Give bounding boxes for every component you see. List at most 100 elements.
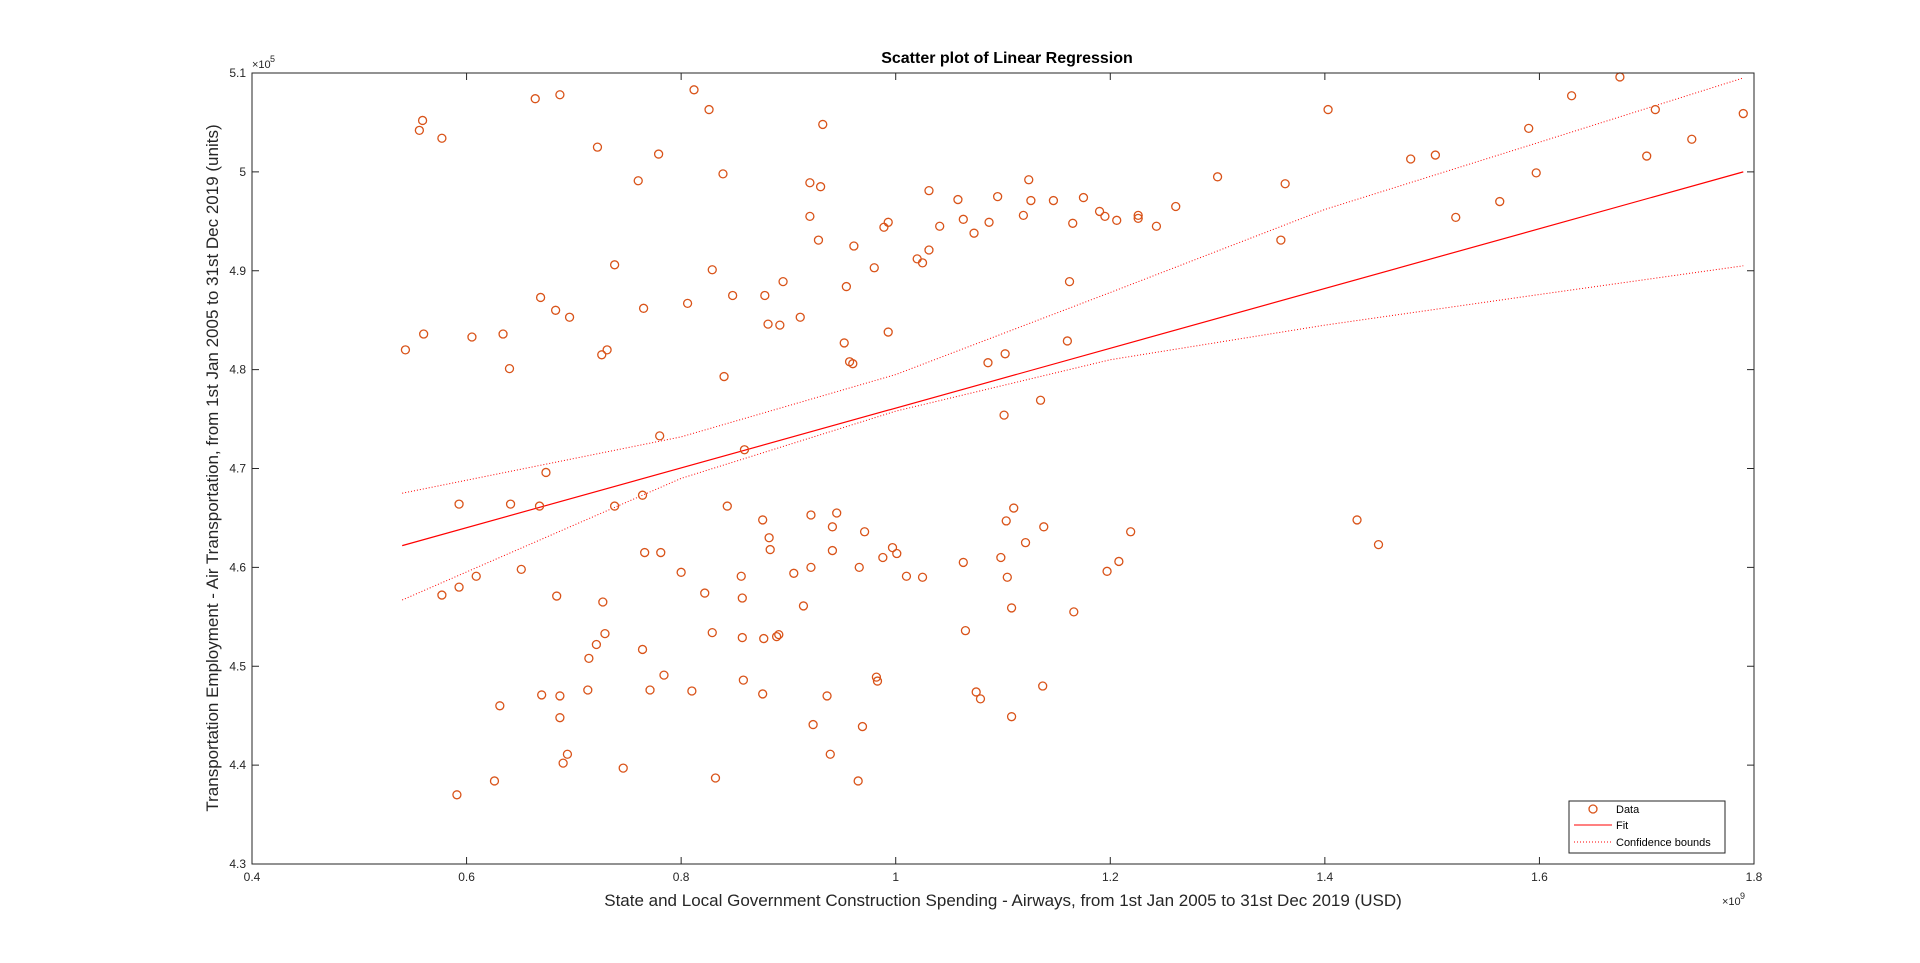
data-point xyxy=(887,542,898,553)
y-axis-label: Transportation Employment - Air Transpor… xyxy=(203,124,222,811)
data-point xyxy=(808,719,818,730)
data-point xyxy=(795,312,805,322)
data-point xyxy=(516,564,526,575)
data-point xyxy=(1133,210,1143,221)
data-point xyxy=(763,319,773,329)
data-point xyxy=(1126,527,1136,537)
data-point xyxy=(1133,213,1143,223)
data-point xyxy=(771,631,782,642)
data-point xyxy=(1038,681,1048,691)
data-point xyxy=(637,644,648,655)
data-point xyxy=(758,515,768,525)
x-tick-label: 0.8 xyxy=(673,870,690,884)
data-point xyxy=(806,510,816,520)
legend-data-marker xyxy=(1588,804,1598,814)
data-point xyxy=(417,115,428,126)
data-point xyxy=(815,182,826,192)
data-point xyxy=(758,689,768,699)
data-point xyxy=(759,633,769,644)
data-point xyxy=(1001,516,1011,526)
data-point xyxy=(853,776,863,786)
x-tick-label: 1.4 xyxy=(1317,870,1334,884)
data-point xyxy=(935,221,945,231)
data-point xyxy=(638,303,649,313)
data-point xyxy=(1524,123,1534,134)
data-point xyxy=(839,338,849,348)
x-tick-label: 1.2 xyxy=(1102,870,1119,884)
data-point xyxy=(727,290,738,301)
y-tick-label: 5 xyxy=(239,165,246,179)
data-point xyxy=(1323,104,1333,115)
data-point xyxy=(598,597,608,607)
data-point xyxy=(505,499,516,509)
data-point xyxy=(1687,134,1697,144)
data-point xyxy=(878,552,888,563)
data-point xyxy=(633,176,643,186)
data-point xyxy=(640,547,650,558)
data-point xyxy=(871,672,882,682)
data-point xyxy=(1531,168,1541,178)
data-point xyxy=(552,591,562,601)
data-point xyxy=(901,571,912,581)
data-point xyxy=(454,499,464,509)
data-point xyxy=(1006,712,1017,722)
data-point xyxy=(1009,503,1019,513)
data-point xyxy=(912,254,922,264)
data-point xyxy=(656,547,666,558)
data-point xyxy=(1114,556,1124,567)
data-point xyxy=(1406,154,1416,164)
data-point xyxy=(400,345,411,355)
data-point xyxy=(583,685,593,695)
data-point xyxy=(1018,210,1029,221)
y-tick-label: 4.9 xyxy=(229,264,246,278)
data-point xyxy=(1035,395,1046,405)
data-point xyxy=(489,776,500,786)
data-point xyxy=(534,501,545,511)
data-point xyxy=(883,217,893,227)
data-point xyxy=(984,217,994,227)
data-point xyxy=(682,298,693,309)
data-point xyxy=(1039,522,1049,532)
data-point xyxy=(419,329,429,339)
data-point xyxy=(704,104,714,115)
y-tick-label: 4.3 xyxy=(229,857,246,871)
data-point xyxy=(953,194,963,205)
fit-line xyxy=(402,171,1744,547)
data-point xyxy=(849,241,859,251)
data-point xyxy=(1102,566,1112,576)
data-point xyxy=(1048,195,1059,206)
y-tick-label: 4.8 xyxy=(229,363,246,377)
data-point xyxy=(454,582,464,592)
data-point xyxy=(924,245,934,255)
data-point xyxy=(1094,206,1105,217)
data-point xyxy=(736,571,746,581)
data-point xyxy=(550,305,561,315)
data-point xyxy=(555,90,565,100)
x-exponent-label: ×10 9 xyxy=(1722,891,1745,908)
data-point xyxy=(584,653,594,663)
data-point xyxy=(722,501,732,511)
data-point xyxy=(707,265,717,275)
data-point xyxy=(760,290,770,301)
data-point xyxy=(765,544,775,555)
data-point xyxy=(414,125,425,135)
data-point xyxy=(999,410,1009,420)
data-point xyxy=(1020,538,1031,548)
data-point xyxy=(1151,221,1162,231)
data-point xyxy=(437,133,447,143)
lower-confidence-bound xyxy=(402,265,1744,601)
data-point xyxy=(805,211,815,222)
data-point xyxy=(859,527,870,537)
data-point xyxy=(707,627,717,638)
data-point xyxy=(555,713,565,723)
data-point xyxy=(687,686,697,696)
y-tick-label: 4.5 xyxy=(229,659,246,673)
data-point xyxy=(600,628,610,639)
data-point xyxy=(764,533,774,543)
data-point xyxy=(789,568,799,578)
data-point xyxy=(498,329,508,339)
data-point xyxy=(869,263,879,273)
data-point xyxy=(710,773,721,783)
data-point xyxy=(1064,276,1075,287)
